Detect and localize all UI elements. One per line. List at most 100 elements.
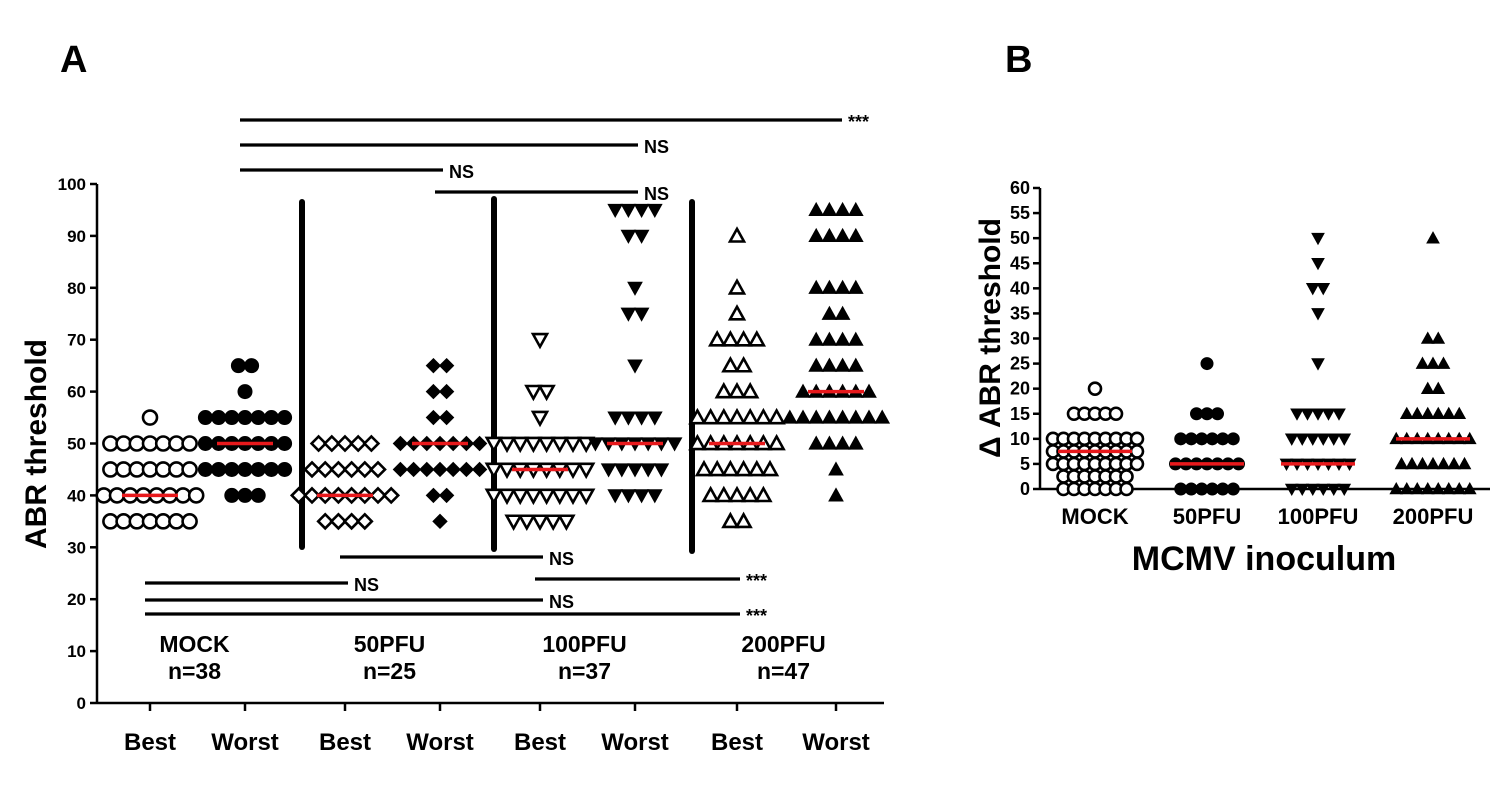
panel-a-series-5-point [576,462,596,480]
panel-b-y-tick-label: 30 [1010,329,1030,349]
panel-a-series-6-point [646,489,663,504]
panel-a-series-1-point [187,487,205,504]
panel-a-series-8-point [834,331,851,346]
panel-b-series-1-point [1119,481,1134,497]
panel-a-comparison-label: NS [644,137,669,157]
panel-b-series-3-point [1316,483,1331,497]
panel-a-series-7-point [734,511,753,529]
panel-a-series-4-point [425,409,442,426]
panel-a-comparison-label: NS [449,162,474,182]
panel-a-x-tick-label: Best [514,729,566,756]
panel-a-series-5-point [576,488,596,506]
panel-a-series-4-point [425,383,442,400]
panel-a-y-tick-label: 20 [67,590,86,609]
panel-a-series-2-point [197,410,213,426]
panel-b-series-4-point [1410,406,1425,420]
panel-a-series-1-point [128,513,146,530]
panel-a-series-5-point [537,384,556,402]
panel-a-series-7-point [714,407,734,425]
panel-b-series-4-point [1405,456,1419,470]
panel-a-series-1-point [181,513,198,530]
panel-b-series-4-point [1410,481,1425,495]
panel-b-series-4-point [1420,406,1435,420]
panel-a-series-7-point [734,459,753,477]
panel-b-series-2-point [1226,432,1240,446]
panel-a-series-3-point [369,486,387,505]
panel-b-series-2-point [1226,482,1240,496]
panel-b-series-3-point [1311,232,1325,246]
panel-b-series-3-point [1305,483,1320,497]
panel-a-series-6-point [633,489,650,504]
panel-a-series-2-point [230,358,246,374]
panel-a-series-8-point [834,409,851,424]
panel-a-y-tick-label: 100 [58,175,86,194]
panel-b-series-3-point [1295,433,1310,446]
panel-a-series-6-point [633,203,650,218]
panel-a-series-8-point [795,383,811,398]
panel-b-series-1-point [1108,406,1124,422]
panel-a-series-2-point [250,487,266,503]
panel-b-y-tick-label: 20 [1010,379,1030,399]
panel-b-series-3-point [1284,433,1299,446]
panel-a-series-8-point [821,201,838,217]
panel-a-comparison-label: NS [549,549,574,569]
panel-b-x-tick-label: 100PFU [1278,504,1359,529]
panel-a-series-8-point [847,435,864,450]
panel-a-series-6-point [633,411,650,426]
panel-a-series-2-point [250,410,266,426]
panel-b-y-tick-label: 25 [1010,354,1030,374]
panel-a-series-7-point [707,459,727,477]
panel-b-x-tick-label: 200PFU [1393,504,1474,529]
panel-a-series-2-point [197,461,213,477]
panel-a-series-4-point [425,357,442,374]
panel-a-series-8-point [834,279,851,294]
panel-a-series-3-point [355,512,374,531]
panel-a-series-4-point [438,409,455,426]
panel-a-series-7-point [721,330,740,347]
panel-a-series-4-point [425,487,442,504]
panel-a-series-1-point [181,435,198,452]
panel-a-series-3-point [369,460,387,479]
panel-b-series-4-point [1452,481,1467,495]
panel-a-series-3-point [349,434,368,453]
panel-a-series-7-point [707,330,727,347]
panel-a-series-7-point [754,407,773,425]
panel-a-y-tick-label: 80 [67,279,86,298]
panel-b-series-4-point [1420,381,1435,394]
panel-a-series-5-point [563,462,583,480]
panel-a-series-7-point [760,459,780,477]
panel-a-series-7-point [727,407,747,425]
panel-b-series-4-point [1431,381,1446,394]
panel-a-series-7-point [727,226,747,243]
panel-a-series-3-point [362,434,381,453]
panel-a-series-1-point [128,435,146,452]
panel-b-series-1-point [1119,469,1134,484]
panel-a-series-4-point [432,461,448,478]
panel-b-series-3-point [1337,433,1352,446]
panel-a-series-6-point [653,463,670,478]
panel-b-series-4-point [1431,406,1446,420]
panel-a-series-4-point [471,435,488,452]
panel-a-series-1-point [115,513,132,530]
panel-b-series-3-point [1284,483,1299,497]
panel-b-x-tick-label: MOCK [1061,504,1128,529]
panel-a-series-7-point [767,433,786,451]
panel-a-x-tick-label: Worst [802,729,870,756]
panel-a-series-5-point [550,488,570,506]
panel-a-series-5-point [524,436,543,454]
panel-a-series-2-point [224,461,240,477]
panel-a-series-7-point [740,407,760,425]
panel-a-comparison-label: NS [549,592,574,612]
panel-a-series-5-point [530,514,550,532]
panel-a-series-1-point [141,435,159,452]
panel-a-series-3-point [322,434,341,453]
panel-b-series-4-point [1436,356,1451,369]
panel-a-series-3-point [329,460,348,479]
panel-a-series-1-point [168,513,185,530]
panel-a-series-6-point [607,203,624,218]
panel-a-series-5-point [537,436,556,454]
panel-a-series-8-point [808,279,825,294]
panel-a-series-4-point [392,461,409,478]
panel-a-series-8-point [795,409,811,424]
